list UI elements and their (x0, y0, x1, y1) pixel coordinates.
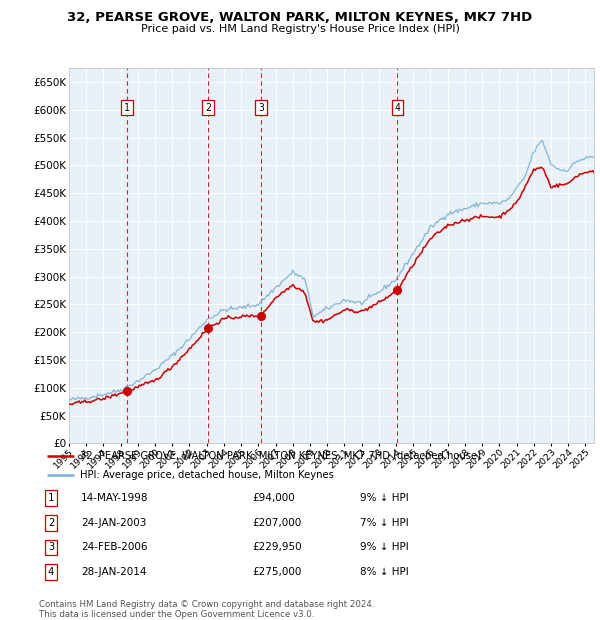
Text: 8% ↓ HPI: 8% ↓ HPI (360, 567, 409, 577)
Text: £94,000: £94,000 (252, 493, 295, 503)
Text: 32, PEARSE GROVE, WALTON PARK, MILTON KEYNES, MK7 7HD: 32, PEARSE GROVE, WALTON PARK, MILTON KE… (67, 11, 533, 24)
Text: 24-JAN-2003: 24-JAN-2003 (81, 518, 146, 528)
Text: 3: 3 (258, 102, 264, 113)
Text: This data is licensed under the Open Government Licence v3.0.: This data is licensed under the Open Gov… (39, 610, 314, 619)
Text: 24-FEB-2006: 24-FEB-2006 (81, 542, 148, 552)
Text: Contains HM Land Registry data © Crown copyright and database right 2024.: Contains HM Land Registry data © Crown c… (39, 600, 374, 609)
Text: 1: 1 (48, 493, 54, 503)
Text: £207,000: £207,000 (252, 518, 301, 528)
Text: 9% ↓ HPI: 9% ↓ HPI (360, 542, 409, 552)
Text: 14-MAY-1998: 14-MAY-1998 (81, 493, 149, 503)
Text: 2: 2 (48, 518, 54, 528)
Text: 28-JAN-2014: 28-JAN-2014 (81, 567, 146, 577)
Text: 9% ↓ HPI: 9% ↓ HPI (360, 493, 409, 503)
Text: 7% ↓ HPI: 7% ↓ HPI (360, 518, 409, 528)
Text: 4: 4 (48, 567, 54, 577)
Text: Price paid vs. HM Land Registry's House Price Index (HPI): Price paid vs. HM Land Registry's House … (140, 24, 460, 33)
Text: 1: 1 (124, 102, 130, 113)
Text: £275,000: £275,000 (252, 567, 301, 577)
Text: HPI: Average price, detached house, Milton Keynes: HPI: Average price, detached house, Milt… (80, 470, 334, 480)
Text: £229,950: £229,950 (252, 542, 302, 552)
Text: 2: 2 (205, 102, 211, 113)
Text: 3: 3 (48, 542, 54, 552)
Text: 32, PEARSE GROVE, WALTON PARK, MILTON KEYNES, MK7 7HD (detached house): 32, PEARSE GROVE, WALTON PARK, MILTON KE… (80, 451, 481, 461)
Text: 4: 4 (394, 102, 400, 113)
